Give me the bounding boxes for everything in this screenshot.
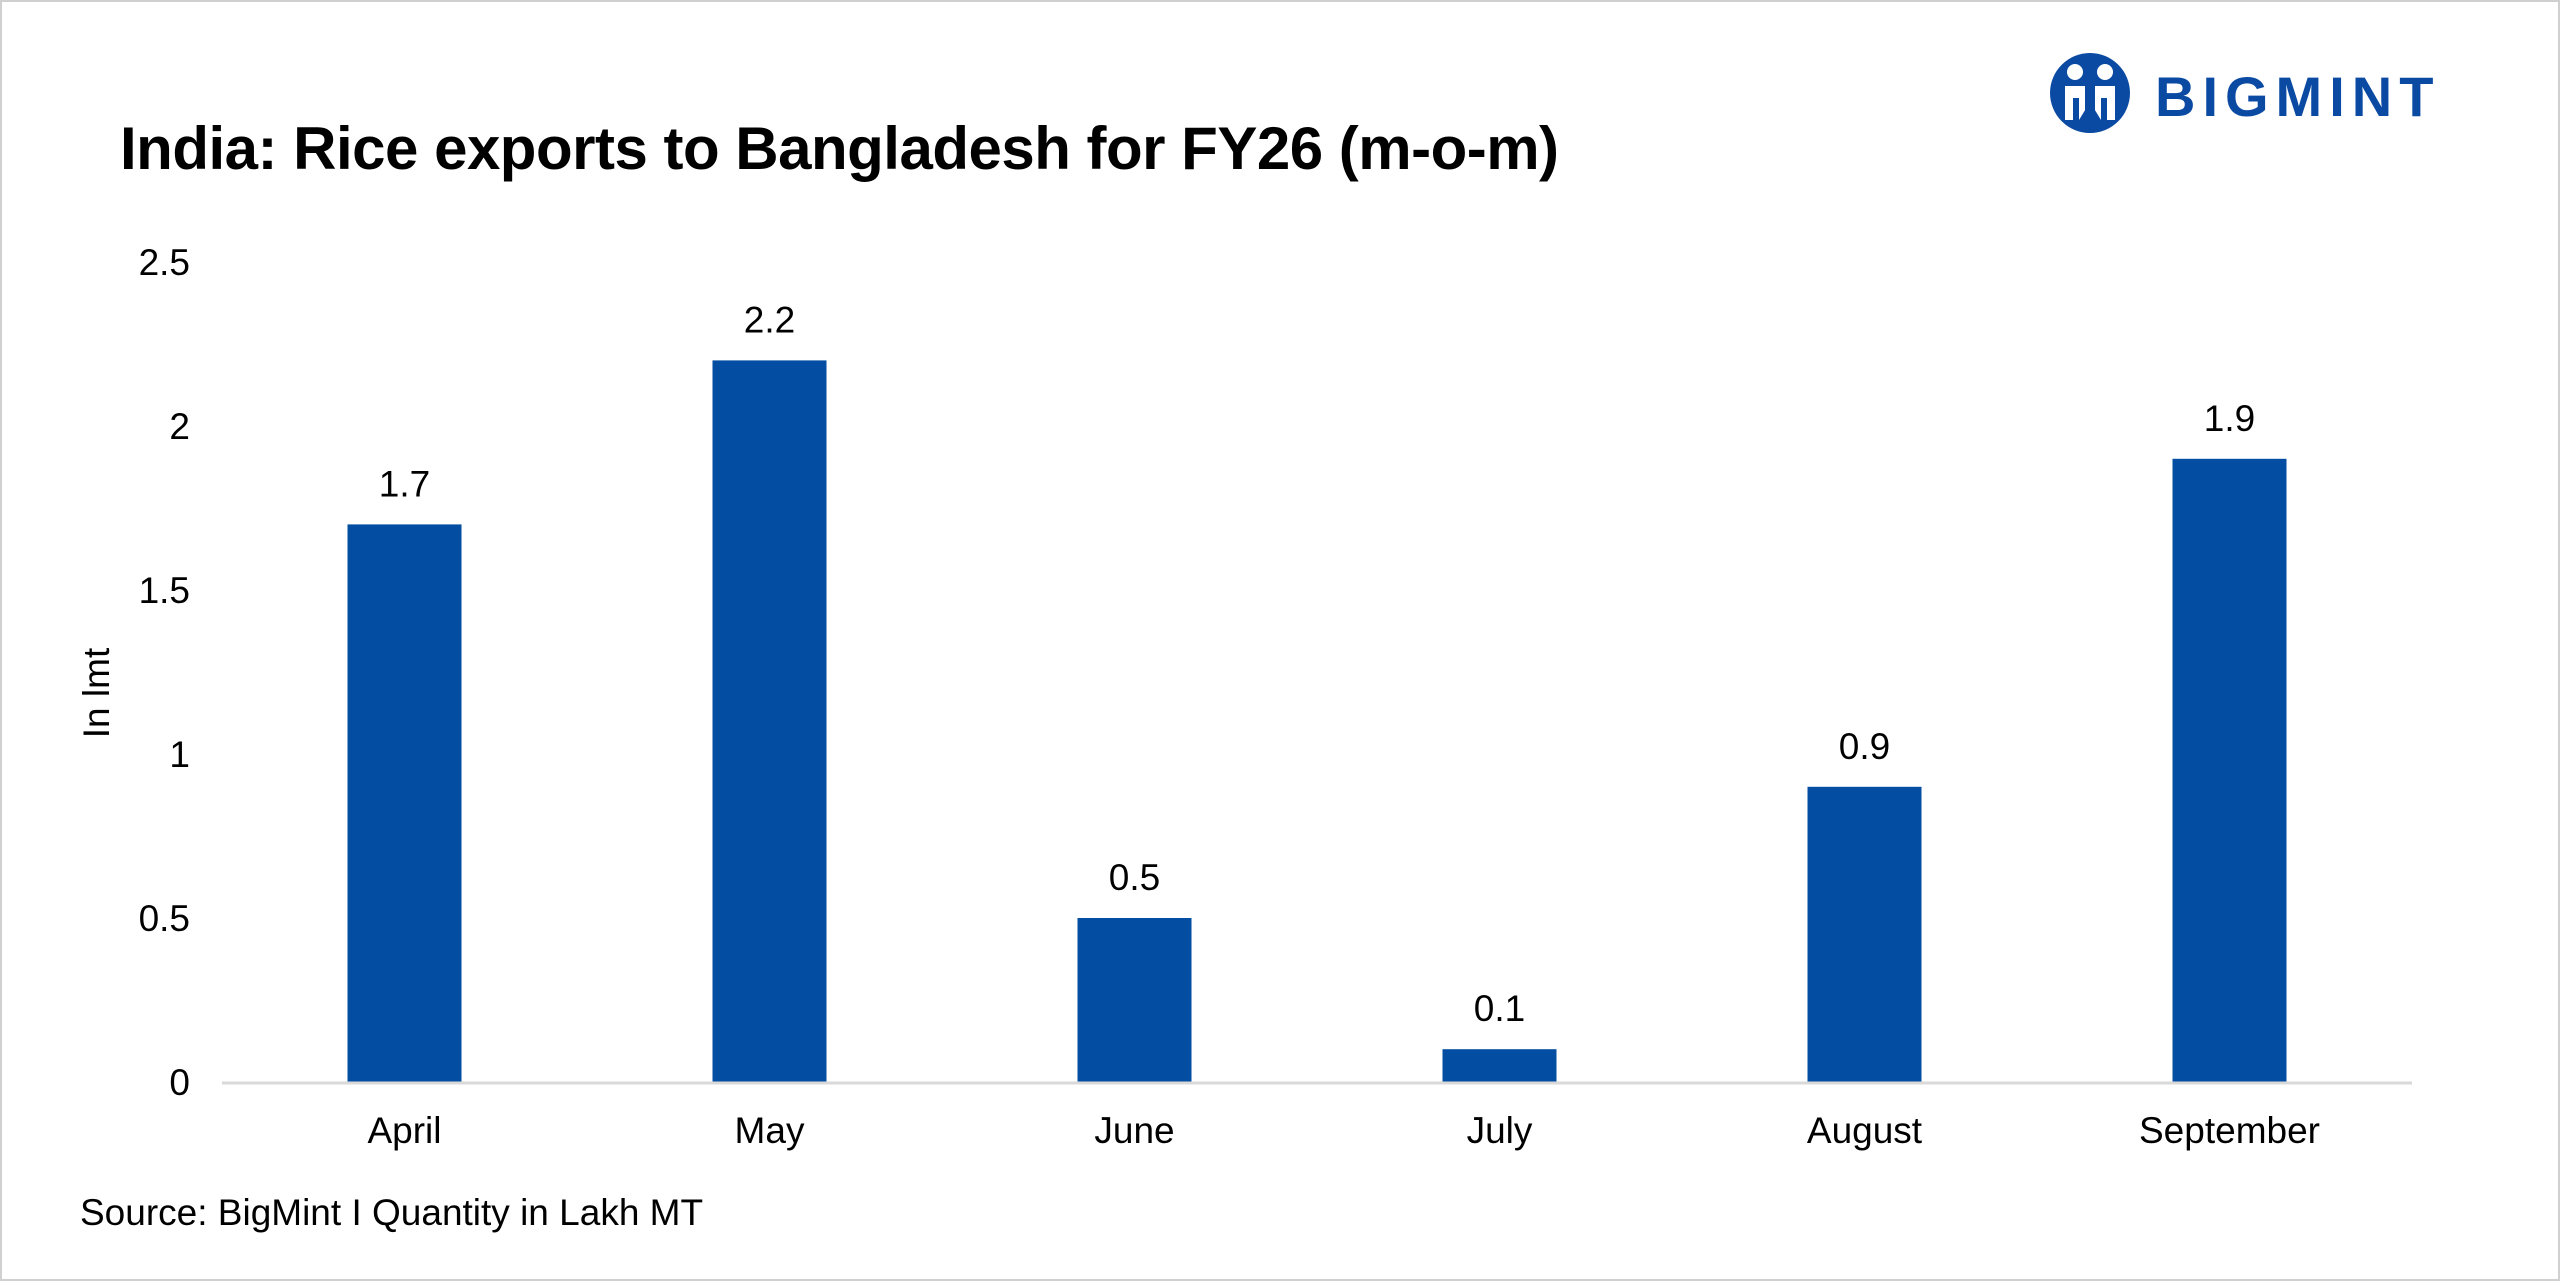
y-tick-label: 2: [169, 406, 190, 447]
bar: [1077, 918, 1192, 1082]
data-label: 0.9: [1839, 726, 1890, 767]
bigmint-logo-text: BIGMINT: [2155, 65, 2441, 128]
x-tick-label: May: [735, 1110, 805, 1151]
bars: [347, 360, 2287, 1082]
y-tick-label: 0.5: [139, 898, 190, 939]
bar: [1807, 786, 1922, 1082]
bar: [347, 524, 462, 1082]
x-tick-label: August: [1807, 1110, 1923, 1151]
y-tick-label: 0: [169, 1062, 190, 1103]
y-tick-label: 1.5: [139, 570, 190, 611]
x-tick-label: September: [2139, 1110, 2320, 1151]
x-axis-ticks: April May June July August September: [367, 1110, 2320, 1151]
bigmint-logo-icon: [2050, 53, 2130, 133]
bar: [2172, 458, 2287, 1082]
y-tick-label: 1: [169, 734, 190, 775]
data-label: 0.5: [1109, 857, 1160, 898]
x-tick-label: April: [367, 1110, 441, 1151]
x-tick-label: June: [1094, 1110, 1174, 1151]
data-labels: 1.7 2.2 0.5 0.1 0.9 1.9: [379, 299, 2255, 1029]
data-label: 0.1: [1474, 988, 1525, 1029]
y-axis-ticks: 0 0.5 1 1.5 2 2.5: [139, 242, 190, 1103]
data-label: 1.9: [2204, 398, 2255, 439]
x-tick-label: July: [1467, 1110, 1533, 1151]
bar: [712, 360, 827, 1082]
bar: [1442, 1049, 1557, 1082]
chart-title: India: Rice exports to Bangladesh for FY…: [120, 115, 1559, 182]
data-label: 1.7: [379, 463, 430, 504]
bigmint-logo: BIGMINT: [2047, 50, 2477, 136]
y-tick-label: 2.5: [139, 242, 190, 283]
data-label: 2.2: [744, 299, 795, 340]
source-note: Source: BigMint I Quantity in Lakh MT: [80, 1192, 704, 1233]
